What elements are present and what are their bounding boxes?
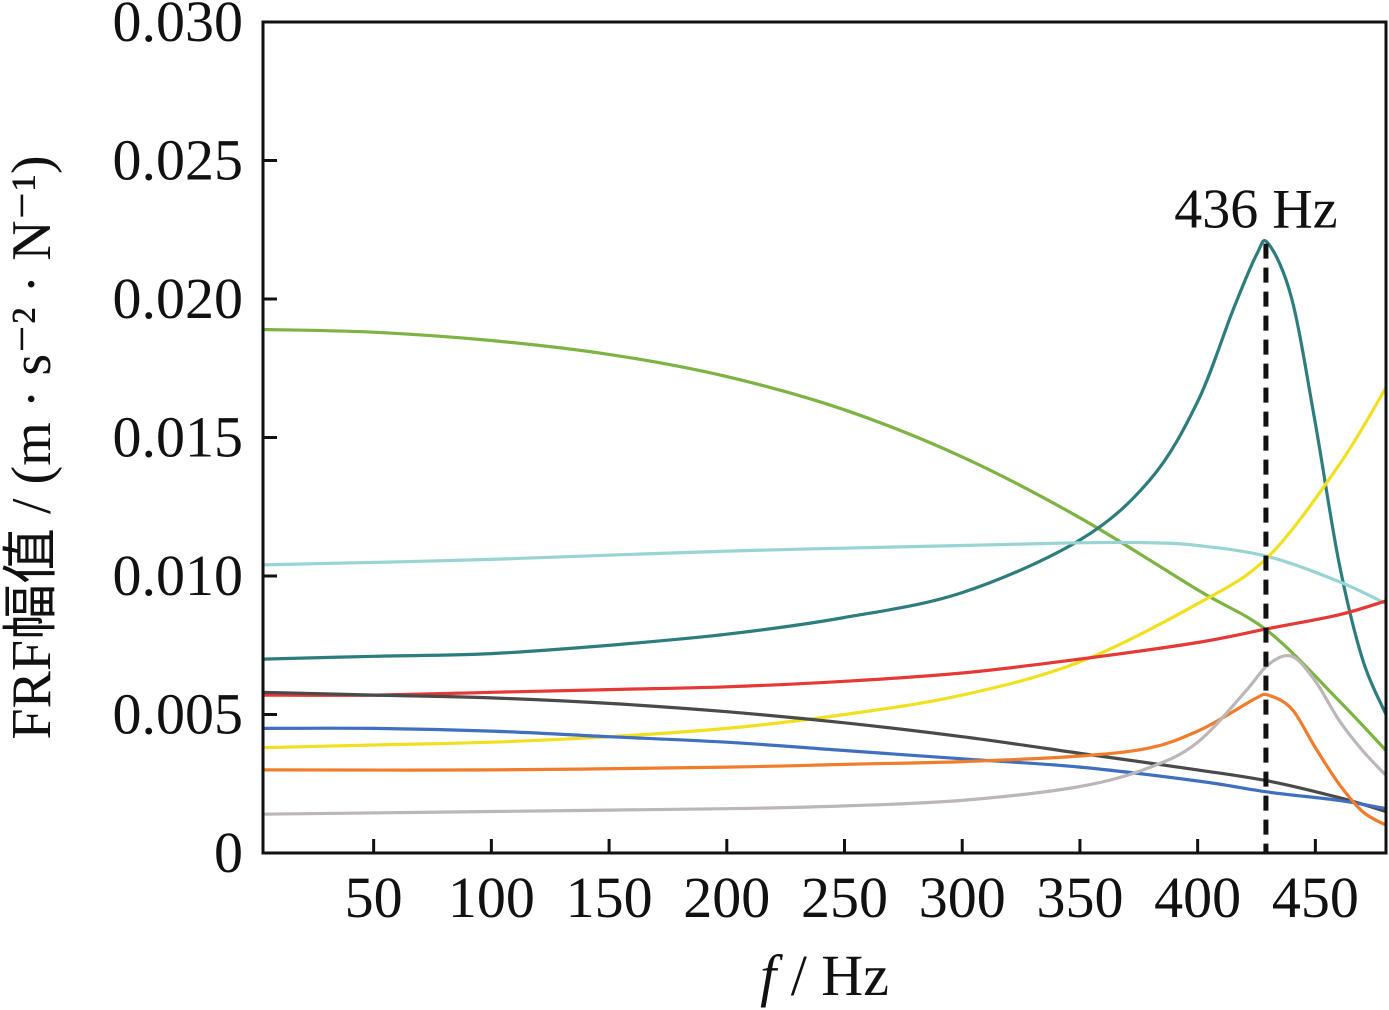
x-tick-label: 400: [1154, 865, 1241, 930]
series-line-7: [262, 726, 1387, 811]
x-tick-label: 100: [448, 865, 535, 930]
y-tick-label: 0.030: [113, 0, 244, 54]
y-tick-label: 0.025: [113, 128, 244, 193]
series-line-5: [262, 599, 1387, 697]
series-line-9: [262, 654, 1388, 816]
x-tick-label: 50: [345, 865, 403, 930]
series-layer: [262, 239, 1388, 827]
y-tick-label: 0.020: [113, 266, 244, 331]
y-axis-label: FRF幅值 / (m · s⁻² · N⁻¹): [1, 155, 63, 739]
x-tick-label: 200: [683, 865, 770, 930]
x-tick-label: 450: [1272, 865, 1359, 930]
x-axis-ticks: 50 100 150 200 250 300 350 400 450: [345, 839, 1359, 930]
y-axis-ticks: 0 0.005 0.010 0.015 0.020 0.025 0.030: [113, 0, 277, 885]
series-line-2: [262, 239, 1388, 716]
x-axis-label: f / Hz: [760, 943, 889, 1008]
y-tick-label: 0.005: [113, 682, 244, 747]
series-line-6: [262, 690, 1387, 814]
x-tick-label: 150: [566, 865, 653, 930]
x-axis-label-unit: / Hz: [776, 943, 889, 1008]
y-tick-label: 0.015: [113, 405, 244, 470]
x-tick-label: 250: [801, 865, 888, 930]
y-tick-label: 0.010: [113, 543, 244, 608]
plot-frame: [261, 20, 1388, 855]
series-line-1: [262, 327, 1388, 752]
y-tick-label: 0: [214, 820, 243, 885]
peak-annotation: 436 Hz: [1174, 179, 1337, 241]
x-tick-label: 350: [1036, 865, 1123, 930]
x-tick-label: 300: [919, 865, 1006, 930]
series-line-8: [262, 692, 1387, 827]
series-line-4: [262, 386, 1388, 750]
